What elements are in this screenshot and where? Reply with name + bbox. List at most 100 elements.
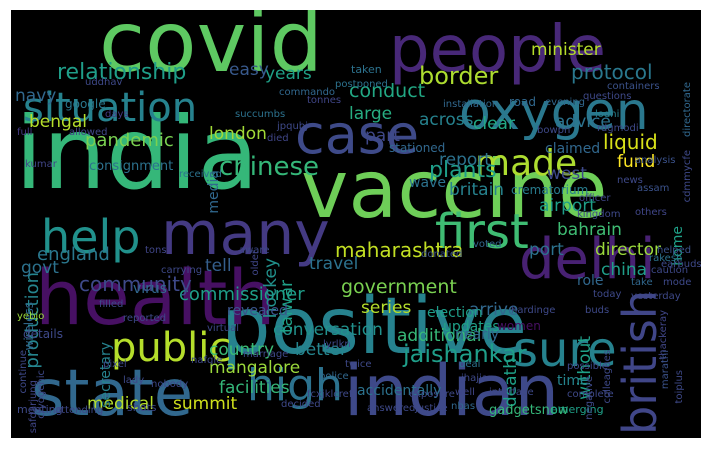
word: conversation xyxy=(273,320,383,340)
word: updates xyxy=(443,319,500,335)
word: yesterday xyxy=(631,291,681,302)
word: country xyxy=(209,340,275,360)
word: earbuds xyxy=(661,259,701,270)
word: crematorium xyxy=(511,183,589,197)
word: analysis xyxy=(635,155,676,166)
word: donated xyxy=(421,249,463,260)
word: better xyxy=(295,340,348,360)
word: taken xyxy=(351,63,382,76)
word: relationship xyxy=(57,60,187,85)
word: maharashtra xyxy=(335,238,464,262)
word: marathi xyxy=(660,350,671,390)
word: part xyxy=(365,126,400,146)
word: police xyxy=(319,371,349,382)
word: jpqubj xyxy=(277,121,308,132)
word: shots xyxy=(127,401,157,414)
word: postponed xyxy=(335,79,388,90)
word: carrying xyxy=(161,265,203,276)
word: plants xyxy=(429,158,497,183)
word: health xyxy=(35,253,276,342)
word: reported xyxy=(123,313,167,324)
word: additional xyxy=(397,326,482,346)
word: mangalore xyxy=(209,358,301,378)
word: details xyxy=(23,327,63,341)
word: election xyxy=(427,305,483,321)
word: nafqle xyxy=(191,355,223,366)
word: bengal xyxy=(29,112,87,132)
word: west xyxy=(547,164,587,184)
word: women xyxy=(497,319,541,333)
word: british xyxy=(613,290,667,435)
word: india xyxy=(15,95,259,212)
word: officer xyxy=(579,193,611,204)
word: government xyxy=(341,276,457,298)
word: revealed xyxy=(227,303,288,319)
word: news xyxy=(617,175,643,186)
word: others xyxy=(635,207,667,218)
word: oxygen xyxy=(459,82,649,142)
word: meeting xyxy=(17,403,63,416)
word: years xyxy=(265,64,312,84)
word: attending xyxy=(55,405,104,416)
word: installation xyxy=(443,99,499,110)
word: older xyxy=(250,250,261,276)
word: yebjo xyxy=(17,311,45,322)
word: first xyxy=(435,204,529,260)
word: jaishankar xyxy=(403,340,527,368)
word: pixel xyxy=(103,359,127,370)
word: made xyxy=(475,143,578,184)
word: role xyxy=(577,273,604,289)
word: director xyxy=(595,240,661,260)
word: easy xyxy=(229,60,269,80)
word: toiplus xyxy=(674,370,685,404)
word: positive xyxy=(221,282,527,372)
word: received xyxy=(179,169,222,180)
word: allowed xyxy=(69,127,108,138)
word: complete xyxy=(567,389,614,400)
word: gadgetsnow xyxy=(489,403,569,418)
word: summit xyxy=(173,394,238,414)
word: jhajjar xyxy=(461,373,493,384)
word: protocol xyxy=(571,60,653,84)
word: hardinge xyxy=(511,305,556,316)
word: report xyxy=(439,150,491,170)
word: across xyxy=(419,110,474,130)
word: many xyxy=(161,199,330,269)
word: containers xyxy=(607,81,660,92)
word: arrive xyxy=(469,300,519,320)
word: commissioner xyxy=(179,284,305,305)
word: today xyxy=(593,289,622,300)
word: advice xyxy=(555,112,611,132)
word: twice xyxy=(345,359,372,370)
word: navy xyxy=(15,86,57,106)
word: clear xyxy=(473,114,515,134)
word: justice xyxy=(415,403,448,414)
word: lyrlkn xyxy=(323,339,351,350)
word: series xyxy=(361,298,412,318)
word: mode xyxy=(663,277,692,288)
word: rakesh xyxy=(649,253,683,264)
word: questions xyxy=(583,91,632,102)
word: people xyxy=(389,13,606,87)
word: well xyxy=(455,387,475,398)
word: case xyxy=(295,103,420,166)
word: airport xyxy=(539,196,596,216)
word: filled xyxy=(99,299,124,310)
word: voted xyxy=(473,239,502,250)
word: interface xyxy=(489,387,534,398)
word: govt xyxy=(21,258,59,278)
word: died xyxy=(267,133,289,144)
word: time xyxy=(557,373,589,389)
word: secretary xyxy=(98,342,114,408)
word: delhi xyxy=(519,227,656,292)
word: possible xyxy=(567,361,608,372)
word: uddhav xyxy=(85,77,123,88)
word: chinese xyxy=(219,152,320,182)
word: fcxjklcref xyxy=(307,389,353,400)
word: days xyxy=(105,109,129,120)
word: medical xyxy=(87,394,155,414)
word: high xyxy=(247,360,343,411)
word: tons xyxy=(145,245,167,256)
word: england xyxy=(37,244,110,265)
